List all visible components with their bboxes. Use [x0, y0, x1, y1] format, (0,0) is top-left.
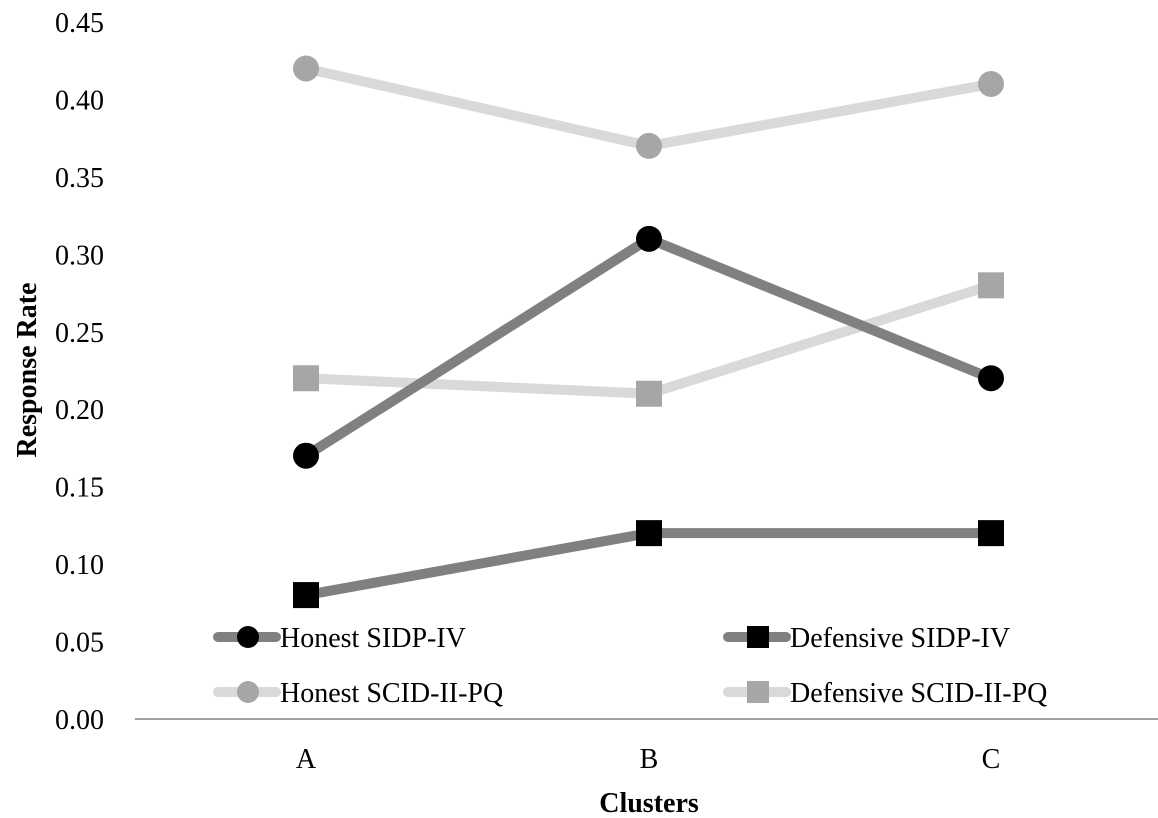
legend-item: Honest SIDP-IV [213, 623, 466, 654]
legend-label: Honest SIDP-IV [280, 623, 466, 654]
y-tick-label: 0.05 [55, 628, 104, 659]
series-line [301, 233, 996, 461]
data-point-marker [293, 582, 319, 609]
legend-label: Defensive SCID-II-PQ [790, 678, 1047, 709]
series-defensive-sidp-iv [293, 520, 1004, 609]
data-point-marker [978, 272, 1004, 299]
data-point-marker [747, 626, 769, 648]
data-point-marker [636, 380, 662, 407]
legend-item: Honest SCID-II-PQ [213, 678, 503, 709]
data-point-marker [237, 626, 259, 648]
x-tick-label: C [982, 744, 1001, 775]
y-axis-ticks: 0.00 0.05 0.10 0.15 0.20 0.25 0.30 0.35 0.40 0.45 [55, 8, 104, 736]
data-point-marker [636, 225, 662, 252]
data-point-marker [293, 365, 319, 392]
x-tick-label: B [640, 744, 659, 775]
y-tick-label: 0.25 [55, 318, 104, 349]
legend-item: Defensive SCID-II-PQ [723, 678, 1047, 709]
y-tick-label: 0.10 [55, 550, 104, 581]
y-tick-label: 0.45 [55, 8, 104, 39]
x-axis-ticks: A B C [296, 744, 1000, 775]
y-tick-label: 0.35 [55, 163, 104, 194]
y-tick-label: 0.40 [55, 85, 104, 116]
data-point-marker [747, 681, 769, 703]
legend-label: Defensive SIDP-IV [790, 623, 1010, 654]
series-layer [293, 55, 1004, 609]
data-point-marker [978, 70, 1004, 97]
legend-item: Defensive SIDP-IV [723, 623, 1010, 654]
data-point-marker [978, 520, 1004, 547]
y-axis-title: Response Rate [12, 283, 43, 458]
y-tick-label: 0.20 [55, 395, 104, 426]
series-honest-sidp-iv [293, 225, 1004, 469]
data-point-marker [636, 520, 662, 547]
series-honest-scid-ii-pq [293, 55, 1004, 159]
data-point-marker [978, 365, 1004, 392]
data-point-marker [293, 442, 319, 469]
y-tick-label: 0.15 [55, 473, 104, 504]
y-tick-label: 0.00 [55, 705, 104, 736]
legend-label: Honest SCID-II-PQ [280, 678, 503, 709]
x-axis-title: Clusters [599, 788, 699, 818]
x-tick-label: A [296, 744, 317, 775]
data-point-marker [293, 55, 319, 82]
data-point-marker [237, 681, 259, 703]
data-point-marker [636, 132, 662, 159]
y-tick-label: 0.30 [55, 240, 104, 271]
legend: Honest SIDP-IV Defensive SIDP-IV Honest SC… [213, 623, 1047, 709]
